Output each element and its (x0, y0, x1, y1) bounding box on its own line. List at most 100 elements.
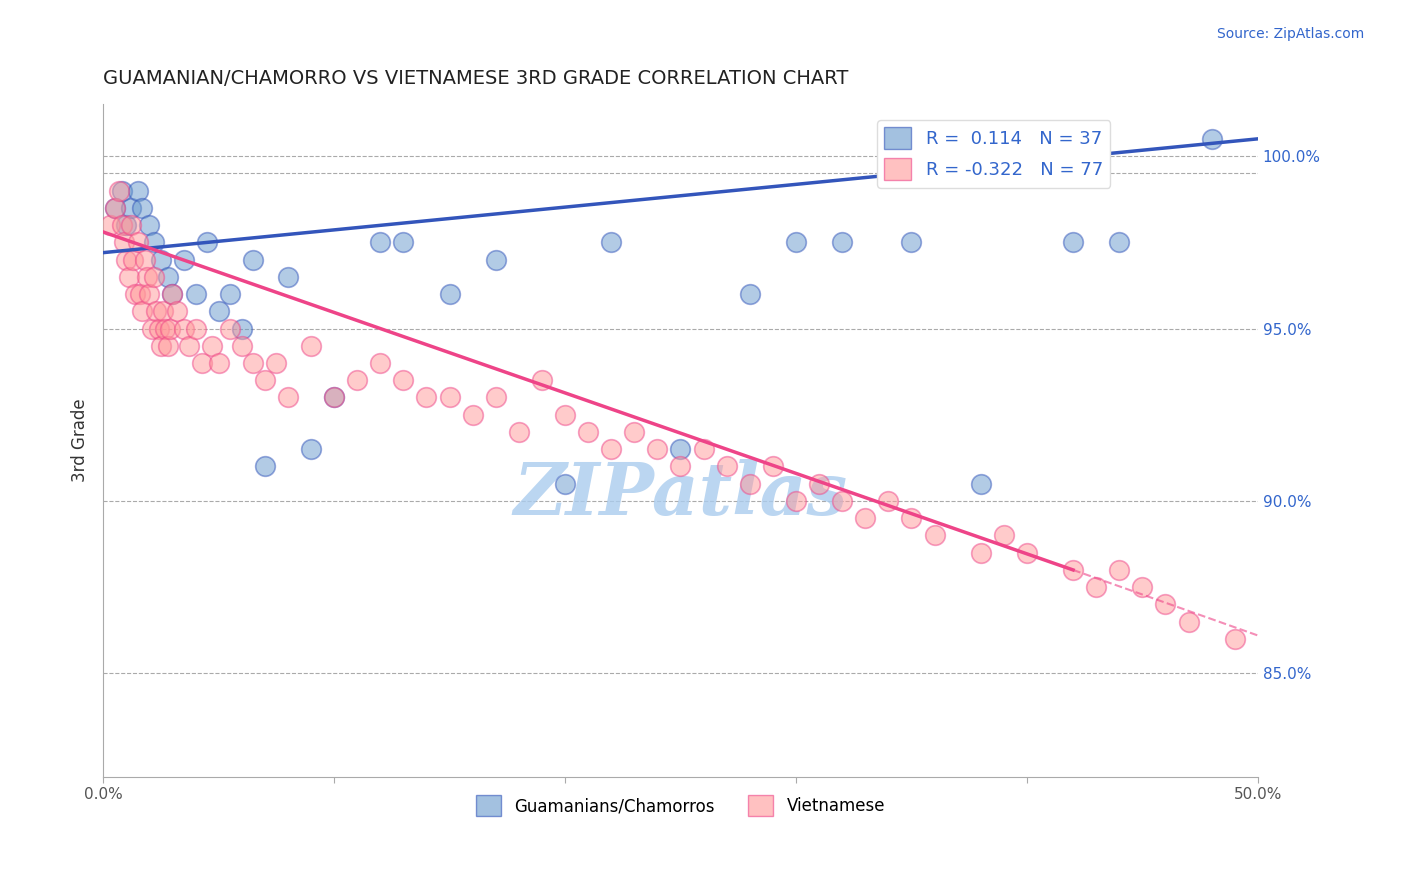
Point (142, 235, 165, 250)
Point (346, 373, 368, 387)
Point (738, 287, 761, 301)
Point (104, 201, 127, 215)
Point (156, 269, 179, 284)
Point (141, 321, 163, 335)
Point (900, 235, 922, 250)
Point (131, 304, 153, 318)
Point (277, 391, 299, 405)
Point (266, 356, 288, 370)
Point (600, 442, 623, 457)
Point (692, 442, 714, 457)
Point (530, 373, 553, 387)
Point (600, 235, 623, 250)
Point (184, 287, 207, 301)
Point (115, 252, 138, 267)
Point (1062, 235, 1084, 250)
Point (762, 459, 785, 474)
Point (485, 252, 508, 267)
Point (149, 339, 172, 353)
Point (136, 269, 159, 284)
Point (142, 269, 165, 284)
Point (138, 287, 160, 301)
Point (1062, 563, 1084, 577)
Point (623, 425, 645, 439)
Point (647, 442, 669, 457)
Point (831, 494, 853, 508)
Point (207, 356, 229, 370)
Point (1108, 563, 1130, 577)
Point (219, 287, 242, 301)
Point (808, 476, 831, 491)
Point (124, 287, 146, 301)
Point (104, 201, 127, 215)
Point (253, 459, 276, 474)
Point (173, 321, 195, 335)
Point (877, 494, 900, 508)
Point (669, 442, 692, 457)
Point (554, 408, 576, 422)
Point (112, 235, 135, 250)
Point (1223, 632, 1246, 646)
Point (900, 511, 922, 525)
Point (1201, 132, 1223, 146)
Point (110, 218, 132, 232)
Point (1154, 598, 1177, 612)
Point (415, 391, 437, 405)
Point (392, 373, 415, 387)
Point (131, 201, 153, 215)
Point (392, 235, 415, 250)
Point (149, 252, 172, 267)
Point (368, 356, 391, 370)
Point (323, 391, 346, 405)
Text: GUAMANIAN/CHAMORRO VS VIETNAMESE 3RD GRADE CORRELATION CHART: GUAMANIAN/CHAMORRO VS VIETNAMESE 3RD GRA… (103, 69, 848, 87)
Point (148, 321, 170, 335)
Point (669, 459, 692, 474)
Point (156, 339, 179, 353)
Point (831, 235, 853, 250)
Point (970, 476, 993, 491)
Point (253, 373, 276, 387)
Point (970, 546, 993, 560)
Point (117, 269, 139, 284)
Point (195, 235, 218, 250)
Point (191, 356, 214, 370)
Legend: Guamanians/Chamorros, Vietnamese: Guamanians/Chamorros, Vietnamese (470, 789, 891, 822)
Point (108, 184, 131, 198)
Point (299, 442, 322, 457)
Point (508, 425, 530, 439)
Point (993, 528, 1015, 542)
Y-axis label: 3rd Grade: 3rd Grade (72, 399, 89, 483)
Point (184, 321, 207, 335)
Point (716, 459, 738, 474)
Point (122, 252, 145, 267)
Point (368, 235, 391, 250)
Point (299, 339, 322, 353)
Point (738, 476, 761, 491)
Point (129, 287, 152, 301)
Point (120, 218, 142, 232)
Point (145, 304, 167, 318)
Point (207, 304, 229, 318)
Point (219, 321, 242, 335)
Point (120, 201, 142, 215)
Point (152, 304, 174, 318)
Point (242, 356, 264, 370)
Point (1085, 580, 1108, 594)
Point (173, 252, 195, 267)
Point (1015, 546, 1038, 560)
Point (162, 287, 184, 301)
Point (576, 425, 599, 439)
Point (924, 528, 946, 542)
Point (439, 287, 461, 301)
Point (231, 339, 253, 353)
Point (110, 184, 132, 198)
Point (277, 269, 299, 284)
Point (138, 218, 160, 232)
Point (785, 494, 807, 508)
Point (162, 287, 184, 301)
Point (554, 476, 576, 491)
Point (461, 408, 484, 422)
Point (242, 252, 264, 267)
Point (439, 391, 461, 405)
Point (127, 184, 149, 198)
